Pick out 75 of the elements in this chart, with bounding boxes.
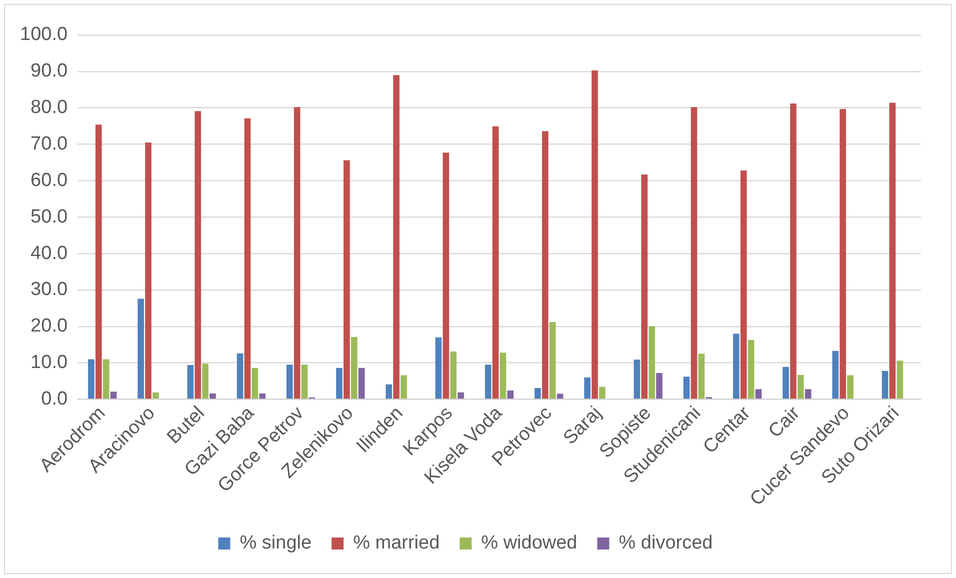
bar — [748, 340, 754, 399]
bar — [244, 118, 251, 399]
bar — [634, 360, 640, 399]
bar — [840, 108, 846, 399]
bar — [187, 365, 194, 399]
y-tick-label: 50.0 — [30, 206, 68, 228]
bar — [648, 326, 655, 399]
y-tick-label: 30.0 — [30, 279, 68, 300]
bar — [138, 298, 144, 399]
y-tick-label: 40.0 — [30, 242, 68, 264]
bar — [507, 390, 514, 399]
bar — [500, 352, 506, 399]
bar — [458, 392, 464, 399]
y-tick-label: 80.0 — [30, 97, 68, 118]
bar — [194, 111, 202, 399]
legend-label: % married — [353, 532, 440, 554]
y-tick-label: 100.0 — [20, 24, 68, 46]
bar — [344, 160, 350, 399]
bar — [492, 126, 499, 399]
legend-label: % single — [240, 532, 312, 554]
y-tick-label: 10.0 — [30, 352, 68, 374]
bar — [358, 368, 365, 399]
bar — [110, 392, 117, 399]
bar — [386, 384, 392, 399]
bar — [740, 170, 747, 399]
legend-label: % widowed — [481, 532, 578, 554]
y-tick-label: 60.0 — [30, 170, 68, 191]
bar — [252, 368, 258, 399]
bar — [599, 386, 606, 399]
bar — [698, 354, 705, 399]
bar — [790, 103, 796, 399]
bar — [95, 124, 102, 399]
bar — [847, 375, 854, 399]
bar — [435, 337, 442, 399]
bar — [592, 70, 598, 399]
bar — [152, 392, 159, 399]
bar — [584, 377, 591, 399]
legend-label: % divorced — [618, 532, 713, 554]
bar — [889, 102, 896, 399]
bar — [484, 364, 492, 399]
bar — [641, 174, 648, 399]
bar — [733, 334, 740, 399]
bar — [102, 359, 110, 399]
bar — [400, 375, 407, 399]
bar — [145, 142, 152, 399]
bar — [755, 389, 762, 399]
bar — [542, 131, 548, 399]
bar — [690, 107, 698, 399]
bar — [301, 364, 308, 399]
bar — [832, 350, 839, 399]
bar — [882, 370, 888, 399]
y-tick-label: 90.0 — [30, 60, 68, 82]
y-tick-label: 20.0 — [30, 316, 68, 337]
bar — [534, 388, 541, 399]
bar — [549, 322, 556, 399]
bar — [798, 374, 804, 399]
bar — [286, 364, 293, 399]
bar — [202, 364, 208, 399]
bar — [294, 107, 300, 399]
bar — [782, 366, 789, 399]
bar — [442, 152, 450, 399]
bar — [350, 336, 358, 399]
bar — [88, 359, 94, 399]
bar — [683, 376, 690, 399]
bar — [210, 393, 216, 399]
bar — [336, 368, 342, 399]
bar — [450, 352, 457, 399]
bar — [656, 373, 662, 399]
bar — [393, 75, 400, 399]
bar — [236, 353, 244, 399]
y-tick-label: 70.0 — [30, 134, 68, 155]
bar — [259, 393, 266, 399]
bar — [804, 389, 812, 399]
bar — [896, 360, 904, 399]
y-tick-label: 0.0 — [41, 388, 68, 410]
